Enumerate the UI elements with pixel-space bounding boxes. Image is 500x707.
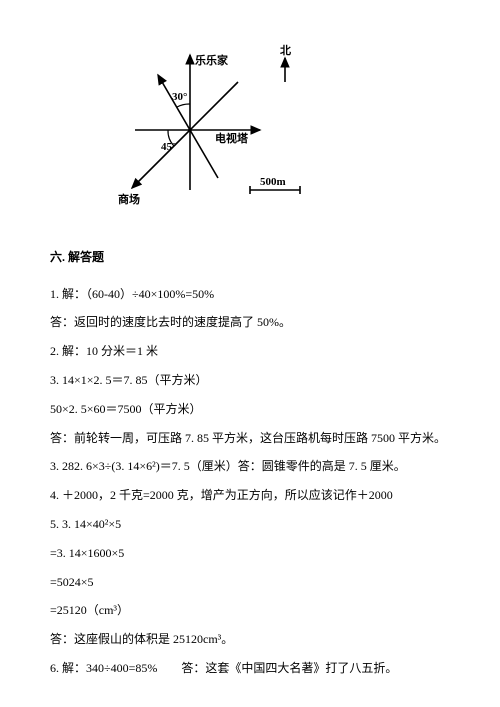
- solution-line: 答：返回时的速度比去时的速度提高了 50%。: [50, 311, 450, 334]
- scale-label: 500m: [260, 176, 286, 188]
- solution-line: 1. 解：（60-40）÷40×100%=50%: [50, 283, 450, 306]
- solution-line: 50×2. 5×60＝7500（平方米）: [50, 398, 450, 421]
- section-title: 六. 解答题: [50, 246, 450, 269]
- angle30-label: 30°: [172, 91, 187, 103]
- home-label: 乐乐家: [195, 53, 229, 67]
- solution-line: =5024×5: [50, 571, 450, 594]
- solution-line: 答：前轮转一周，可压路 7. 85 平方米，这台压路机每时压路 7500 平方米…: [50, 427, 450, 450]
- solution-line: =25120（cm³）: [50, 599, 450, 622]
- solution-line: 4. ＋2000，2 千克=2000 克，增产为正方向，所以应该记作＋2000: [50, 484, 450, 507]
- solution-line: 3. 14×1×2. 5＝7. 85（平方米）: [50, 369, 450, 392]
- solution-line: 3. 282. 6×3÷(3. 14×6²)＝7. 5（厘米）答：圆锥零件的高是…: [50, 455, 450, 478]
- north-label: 北: [280, 43, 291, 57]
- tvtower-label: 电视塔: [215, 131, 249, 145]
- angle45-label: 45°: [161, 141, 176, 153]
- solution-line: 答：这座假山的体积是 25120cm³。: [50, 628, 450, 651]
- solution-line: =3. 14×1600×5: [50, 542, 450, 565]
- solution-line: 5. 3. 14×40²×5: [50, 513, 450, 536]
- solution-line: 6. 解：340÷400=85% 答：这套《中国四大名著》打了八五折。: [50, 657, 450, 680]
- solution-line: 2. 解：10 分米＝1 米: [50, 340, 450, 363]
- mall-label: 商场: [118, 192, 140, 206]
- geometry-diagram: 北 乐乐家 电视塔 商场 30° 45° 500m: [90, 40, 450, 218]
